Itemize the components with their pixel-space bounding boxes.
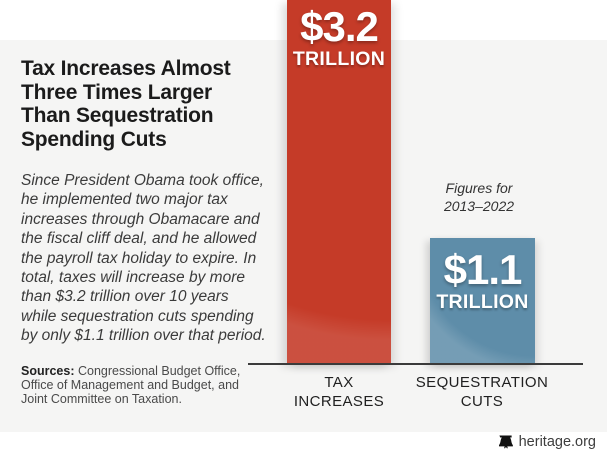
chart-description: Since President Obama took office, he im…	[21, 172, 266, 345]
bar-sequestration-amount: $1.1	[443, 246, 523, 293]
bar-sequestration-value: $1.1 TRILLION	[430, 238, 535, 313]
bar-sequestration-cuts: $1.1 TRILLION	[430, 238, 535, 364]
bar-tax-amount: $3.2	[300, 3, 379, 50]
bar-tax-unit: TRILLION	[292, 48, 386, 70]
heritage-org-link[interactable]: heritage.org	[498, 433, 596, 451]
bar-tax-increases: $3.2 TRILLION	[287, 0, 391, 364]
category-label-sequestration-cuts: SEQUESTRATION CUTS	[415, 374, 549, 410]
chart-title: Tax Increases Almost Three Times Larger …	[21, 57, 231, 151]
sources-label: Sources:	[21, 364, 75, 378]
bar-sequestration-unit: TRILLION	[436, 291, 529, 313]
bar-tax-value: $3.2 TRILLION	[287, 0, 391, 70]
sources-text: Congressional Budget Office, Office of M…	[21, 364, 241, 406]
liberty-bell-icon	[498, 435, 513, 449]
category-label-tax-increases: TAX INCREASES	[293, 374, 385, 410]
x-axis-baseline	[248, 363, 583, 365]
sources-note: Sources: Congressional Budget Office, Of…	[21, 364, 279, 406]
figures-annotation: Figures for 2013–2022	[443, 180, 515, 214]
heritage-org-label: heritage.org	[518, 434, 596, 450]
